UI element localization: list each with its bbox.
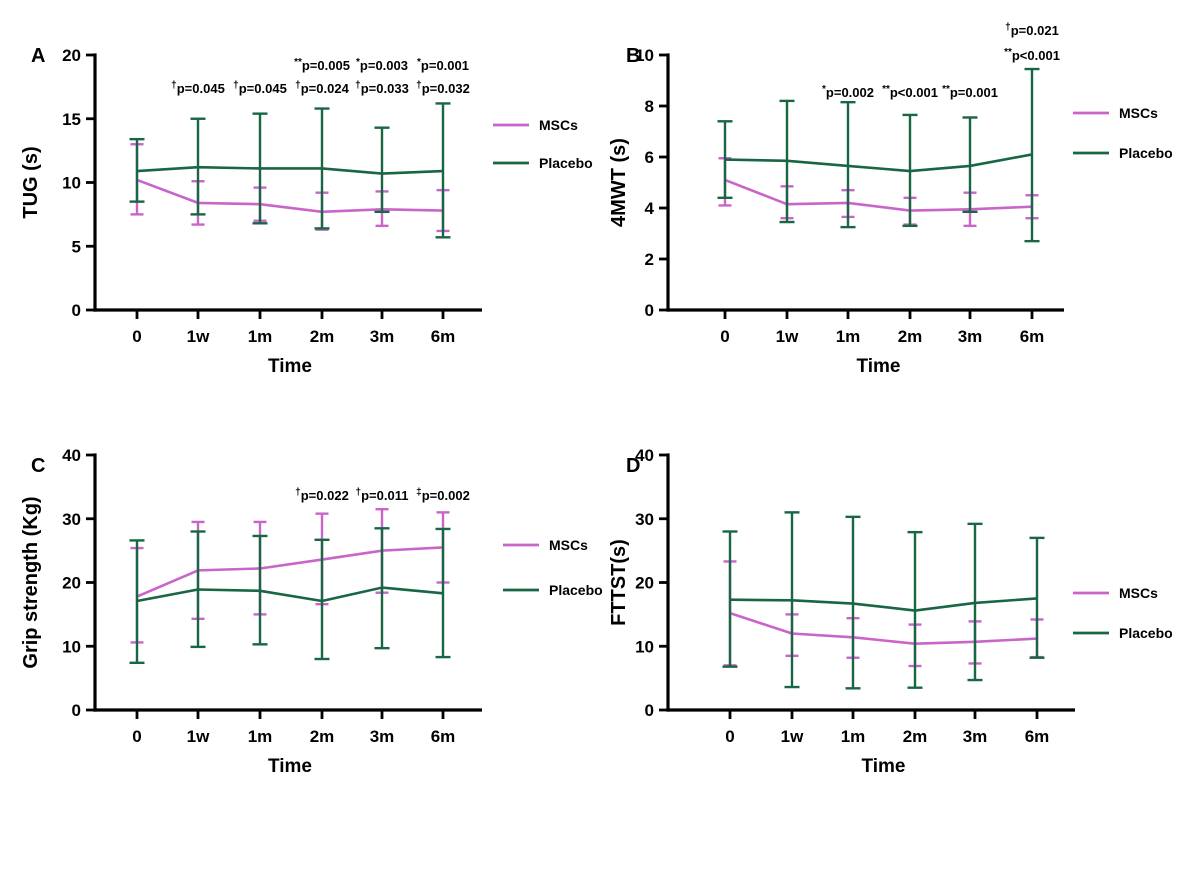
x-tick-label: 1w — [781, 727, 804, 746]
y-tick-label: 20 — [62, 574, 81, 593]
x-tick-label: 2m — [310, 727, 335, 746]
panel-C: 0 10 20 30 40 0 1w 1m 2m 3m 6m Time Grip strength (K… — [20, 430, 605, 840]
x-tick-label: 2m — [310, 327, 335, 346]
chart-B: 0 2 4 6 8 10 0 1w 1m 2m 3m 6m Time 4MWT (s) B MSCs Place… — [608, 22, 1173, 377]
x-tick-label: 1m — [836, 327, 861, 346]
chart-A: 0 5 10 15 20 0 1w 1m 2m 3m 6m Time TUG (s) A MSCs Place… — [20, 45, 593, 377]
chart-D: 0 10 20 30 40 0 1w 1m 2m 3m 6m Time FTTST(s) D MSCs Pla… — [608, 446, 1173, 777]
y-tick-label: 0 — [72, 301, 81, 320]
y-tick-label: 10 — [62, 174, 81, 193]
y-tick-label: 20 — [62, 46, 81, 65]
significance-annotation: *p=0.003 — [356, 57, 408, 73]
panel-label: A — [31, 45, 45, 67]
legend-label-placebo: Placebo — [1119, 625, 1173, 641]
significance-annotation: ‡p=0.002 — [416, 487, 470, 503]
significance-annotation: †p=0.033 — [355, 80, 409, 96]
y-axis-title: TUG (s) — [20, 146, 42, 218]
y-tick-label: 6 — [645, 148, 654, 167]
series-line-mscs — [729, 611, 1038, 645]
x-axis-title: Time — [268, 756, 312, 777]
panel-D: 0 10 20 30 40 0 1w 1m 2m 3m 6m Time FTTST(s) D MSCs Pla… — [608, 430, 1200, 840]
x-tick-label: 1w — [776, 327, 799, 346]
x-tick-label: 1m — [841, 727, 866, 746]
y-tick-label: 10 — [635, 637, 654, 656]
x-tick-label: 1m — [248, 727, 273, 746]
panel-label: C — [31, 455, 45, 477]
x-axis-title: Time — [856, 356, 900, 377]
series-line-placebo — [136, 165, 444, 175]
y-tick-label: 10 — [62, 637, 81, 656]
x-tick-label: 3m — [370, 727, 395, 746]
significance-annotation: †p=0.021 — [1005, 22, 1059, 38]
significance-annotation: **p=0.005 — [294, 57, 350, 73]
y-tick-label: 4 — [645, 199, 655, 218]
significance-annotation: †p=0.022 — [295, 487, 349, 503]
significance-annotation: †p=0.045 — [233, 80, 287, 96]
chart-C: 0 10 20 30 40 0 1w 1m 2m 3m 6m Time Grip strength (K… — [20, 446, 603, 777]
y-tick-label: 0 — [72, 701, 81, 720]
y-tick-label: 30 — [635, 510, 654, 529]
series-line-placebo — [724, 153, 1033, 173]
legend-label-mscs: MSCs — [549, 537, 588, 553]
y-tick-label: 0 — [645, 301, 654, 320]
significance-annotation: †p=0.024 — [295, 80, 349, 96]
x-tick-label: 3m — [370, 327, 395, 346]
series-line-mscs — [136, 546, 444, 598]
y-axis-title: 4MWT (s) — [608, 138, 630, 227]
y-tick-label: 2 — [645, 250, 654, 269]
significance-annotation: †p=0.032 — [416, 80, 470, 96]
y-tick-label: 8 — [645, 97, 654, 116]
legend-label-placebo: Placebo — [539, 155, 593, 171]
y-axis-title: Grip strength (Kg) — [20, 496, 42, 668]
panel-A: 0 5 10 15 20 0 1w 1m 2m 3m 6m Time TUG (s) A MSCs Place… — [20, 20, 605, 430]
series-line-placebo — [729, 597, 1038, 612]
x-tick-label: 0 — [725, 727, 734, 746]
x-axis-title: Time — [268, 356, 312, 377]
significance-annotation: **p<0.001 — [1004, 47, 1060, 63]
series-line-mscs — [136, 178, 444, 214]
x-tick-label: 0 — [132, 727, 141, 746]
y-tick-label: 5 — [72, 237, 81, 256]
x-tick-label: 6m — [1025, 727, 1050, 746]
x-tick-label: 6m — [431, 727, 456, 746]
x-tick-label: 6m — [1020, 327, 1045, 346]
y-tick-label: 20 — [635, 574, 654, 593]
x-tick-label: 3m — [958, 327, 983, 346]
x-tick-label: 1w — [187, 327, 210, 346]
legend-label-mscs: MSCs — [539, 117, 578, 133]
x-tick-label: 1w — [187, 727, 210, 746]
significance-annotation: †p=0.011 — [356, 487, 409, 503]
legend-label-mscs: MSCs — [1119, 105, 1158, 121]
legend-label-mscs: MSCs — [1119, 585, 1158, 601]
legend-label-placebo: Placebo — [1119, 145, 1173, 161]
y-tick-label: 15 — [62, 110, 81, 129]
y-tick-label: 10 — [635, 46, 654, 65]
significance-annotation: **p=0.001 — [942, 84, 998, 100]
y-tick-label: 0 — [645, 701, 654, 720]
x-axis-title: Time — [861, 756, 905, 777]
y-tick-label: 30 — [62, 510, 81, 529]
x-tick-label: 2m — [898, 327, 923, 346]
panel-label: D — [626, 455, 640, 477]
significance-annotation: *p=0.002 — [822, 84, 874, 100]
significance-annotation: **p<0.001 — [882, 84, 938, 100]
x-tick-label: 0 — [720, 327, 729, 346]
x-tick-label: 0 — [132, 327, 141, 346]
x-tick-label: 6m — [431, 327, 456, 346]
x-tick-label: 1m — [248, 327, 273, 346]
panel-label: B — [626, 45, 640, 67]
panel-B: 0 2 4 6 8 10 0 1w 1m 2m 3m 6m Time 4MWT (s) B MSCs Place… — [608, 20, 1200, 430]
series-line-placebo — [136, 586, 444, 603]
legend-label-placebo: Placebo — [549, 582, 603, 598]
y-axis-title: FTTST(s) — [608, 539, 630, 626]
series-line-mscs — [724, 178, 1033, 212]
x-tick-label: 3m — [963, 727, 988, 746]
significance-annotation: †p=0.045 — [171, 80, 225, 96]
y-tick-label: 40 — [62, 446, 81, 465]
x-tick-label: 2m — [903, 727, 928, 746]
significance-annotation: *p=0.001 — [417, 57, 469, 73]
y-tick-label: 40 — [635, 446, 654, 465]
